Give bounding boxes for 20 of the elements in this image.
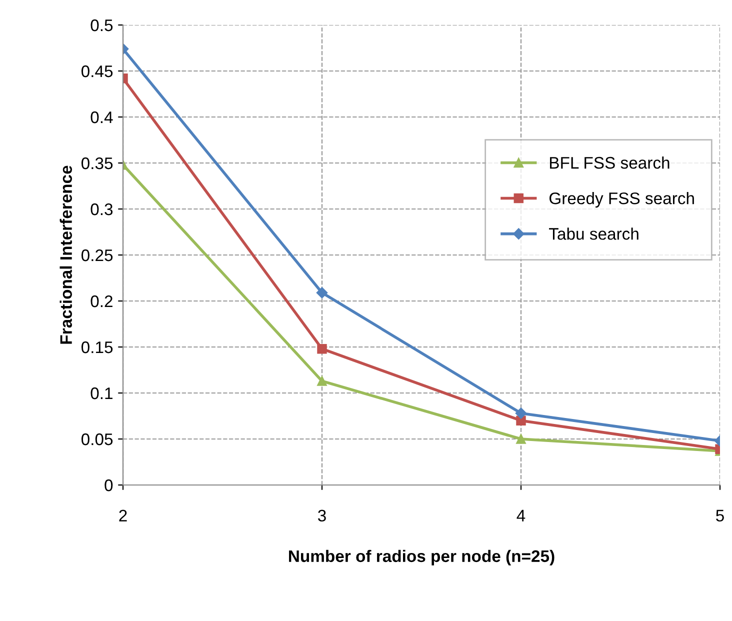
y-axis-title: Fractional Interference [60,166,72,344]
x-tick-label: 3 [318,510,326,522]
y-tick-label: 0.45 [81,65,113,78]
y-tick-label: 0.1 [90,387,112,400]
legend-label: Tabu search [549,228,638,240]
x-axis-title: Number of radios per node (n=25) [289,550,554,566]
y-tick-label: 0.5 [90,19,113,32]
y-tick-label: 0.25 [81,249,113,262]
legend-label: BFL FSS search [550,156,670,169]
x-tick-label: 4 [516,510,526,522]
x-tick-label: 5 [716,510,724,522]
x-tick-label: 2 [119,510,127,522]
y-tick-label: 0.3 [90,203,113,216]
legend-label: Greedy FSS search [549,192,694,208]
y-tick-label: 0.35 [81,157,113,170]
y-tick-label: 0.15 [81,341,113,354]
y-tick-label: 0.05 [81,433,113,446]
y-tick-label: 0 [104,479,113,492]
y-tick-label: 0.4 [90,111,113,124]
y-tick-label: 0.2 [90,295,112,308]
